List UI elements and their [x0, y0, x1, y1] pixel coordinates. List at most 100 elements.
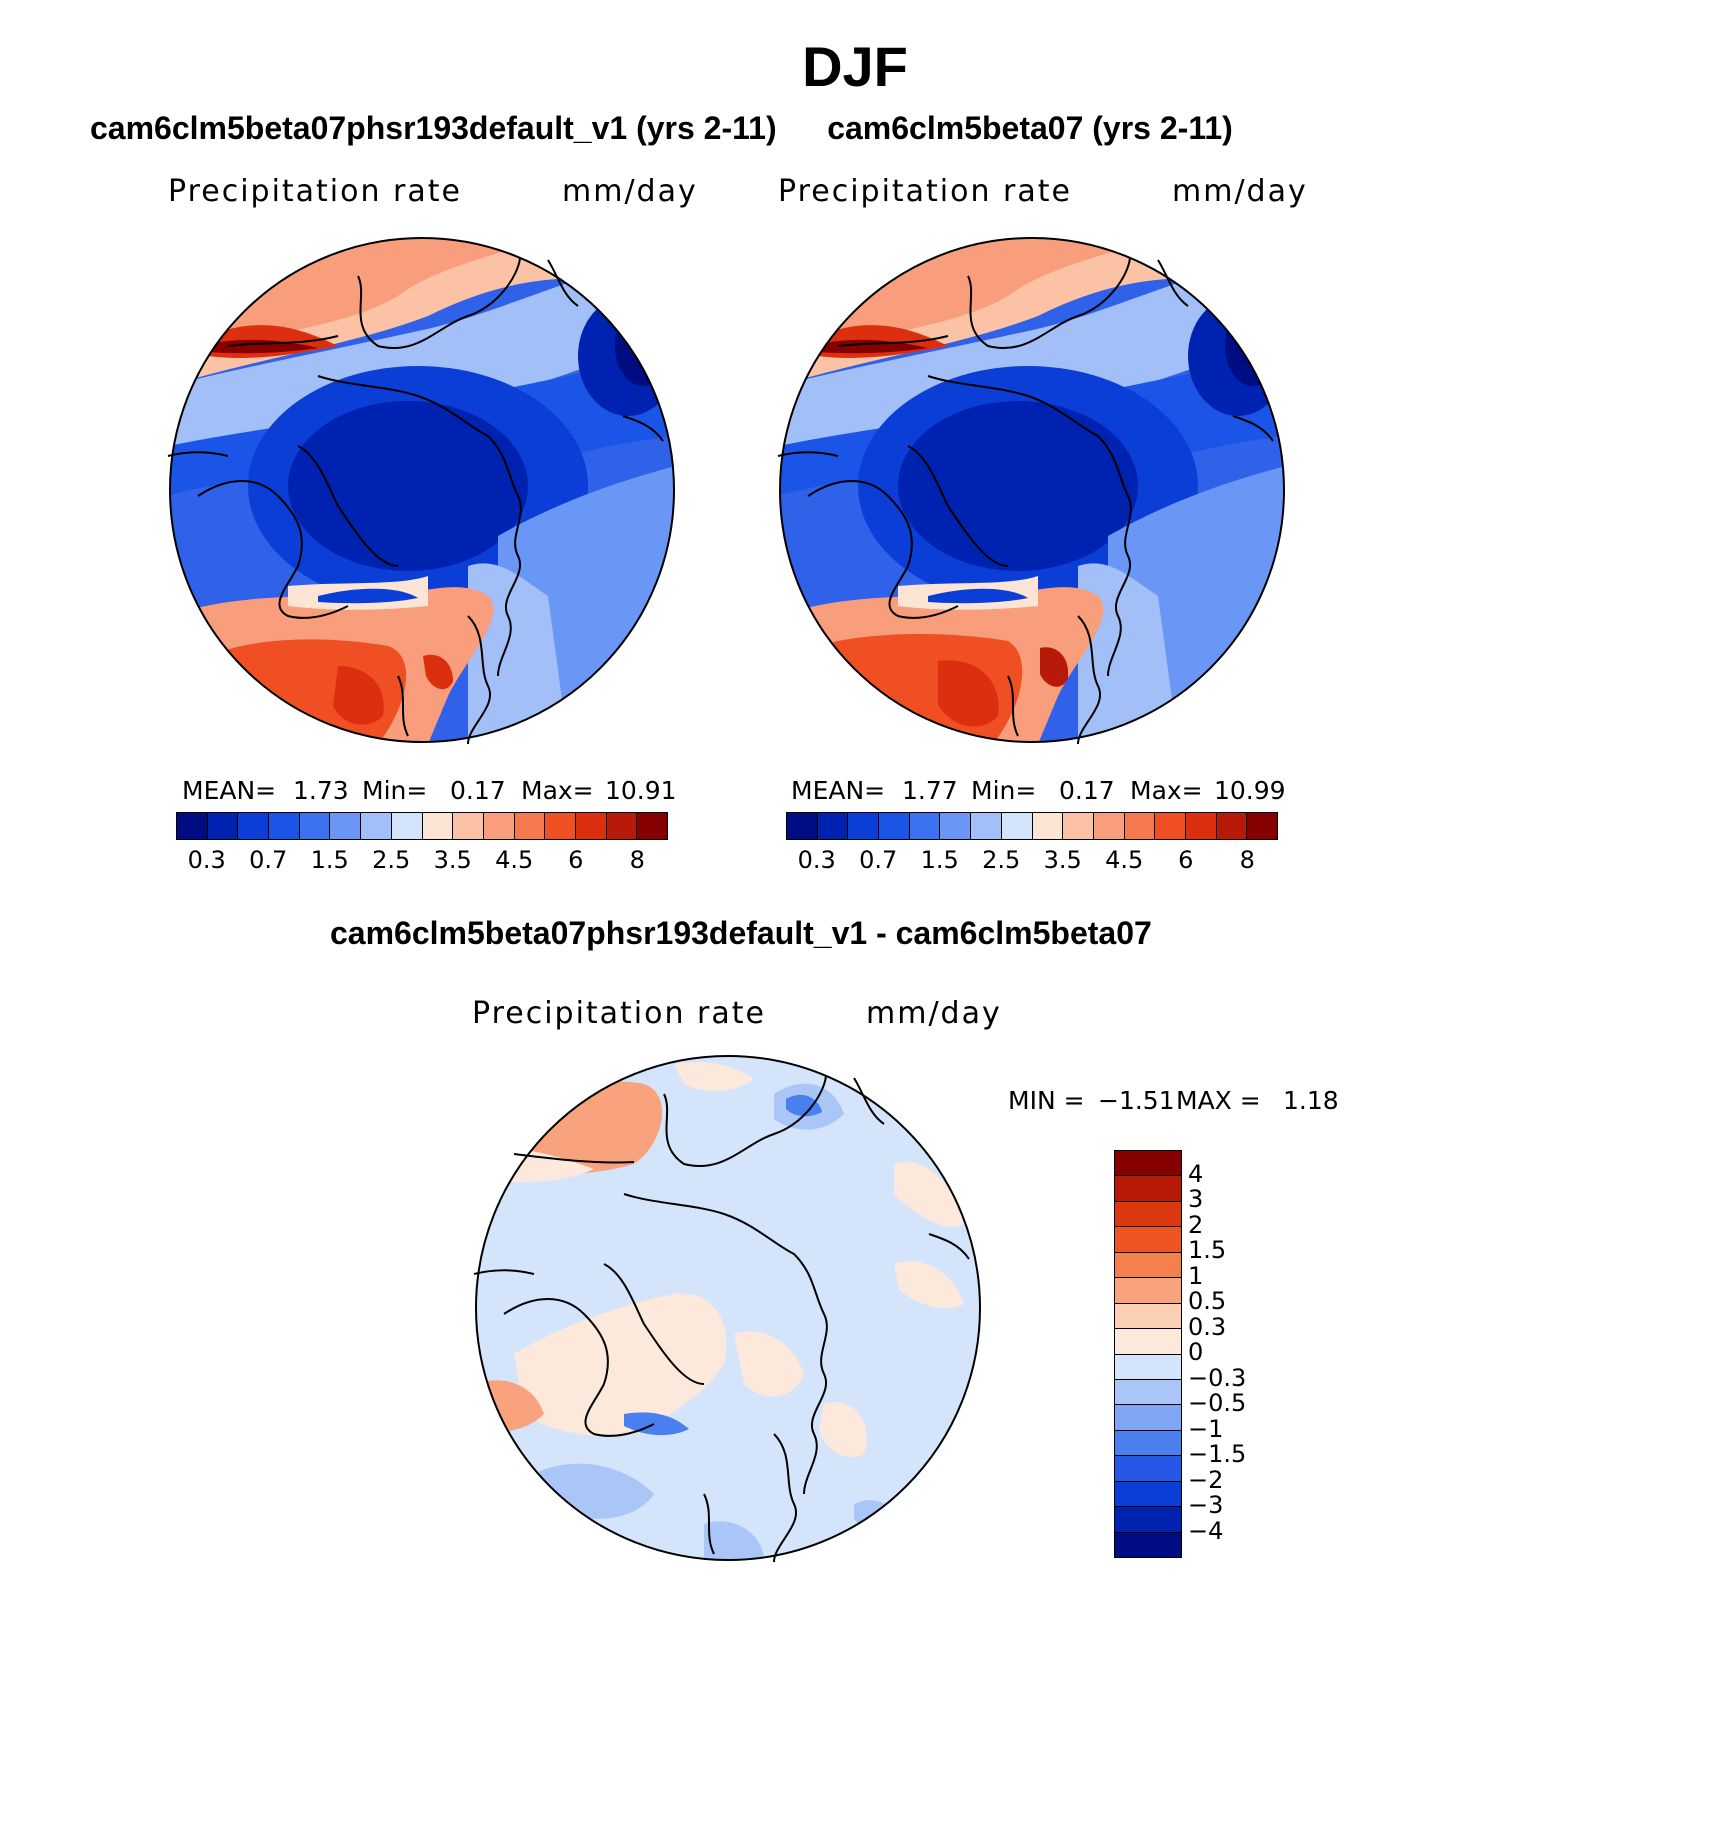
panel-2-units: mm/day	[1172, 174, 1308, 209]
diff-colorbar-swatch	[1115, 1151, 1181, 1177]
panel-1-min-label: Min=	[362, 776, 428, 805]
diff-colorbar-swatch	[1115, 1481, 1181, 1508]
panel-2-colorbar-swatch	[817, 813, 849, 839]
panel-2-colorbar-swatch	[879, 813, 910, 839]
diff-panel-title: cam6clm5beta07phsr193default_v1 - cam6cl…	[330, 915, 1152, 951]
panel-1-colorbar-tick-label: 3.5	[433, 846, 472, 874]
panel-2-colorbar-swatch	[1001, 813, 1033, 839]
diff-colorbar-tick-label: −0.5	[1188, 1389, 1247, 1417]
panel-2-polar-map	[777, 237, 1285, 745]
panel-1-colorbar-swatch	[238, 813, 270, 839]
panel-2-colorbar-swatch	[787, 813, 818, 839]
panel-2-colorbar-tick-label: 2.5	[982, 846, 1021, 874]
diff-colorbar-tick-label: −0.3	[1188, 1363, 1247, 1392]
diff-colorbar-swatch	[1115, 1201, 1181, 1228]
panel-2-colorbar-swatch	[1032, 813, 1064, 839]
panel-1-mean-value: 1.73	[293, 776, 349, 805]
diff-colorbar-swatch	[1115, 1278, 1181, 1304]
panel-1-colorbar-swatch	[637, 813, 667, 839]
panel-1-polar-map	[167, 237, 675, 745]
diff-colorbar	[1114, 1150, 1182, 1558]
diff-colorbar-swatch	[1115, 1430, 1181, 1457]
diff-min-label: MIN =	[1008, 1086, 1085, 1115]
panel-2-colorbar-tick-label: 8	[1239, 846, 1255, 874]
diff-colorbar-tick-label: 0	[1188, 1338, 1204, 1366]
panel-1-max-label: Max=	[521, 776, 594, 805]
panel-2-colorbar-tick-label: 1.5	[920, 846, 959, 874]
diff-colorbar-tick-label: −2	[1188, 1465, 1224, 1494]
diff-colorbar-swatch	[1115, 1379, 1181, 1406]
panel-1-colorbar-swatch	[575, 813, 607, 839]
panel-2-colorbar-swatch	[848, 813, 880, 839]
panel-2-colorbar-swatch	[1124, 813, 1156, 839]
panel-2-colorbar-tick-label: 6	[1178, 846, 1194, 874]
panel-1-colorbar	[176, 812, 668, 840]
panel-1-title: cam6clm5beta07phsr193default_v1 (yrs 2-1…	[90, 110, 777, 146]
diff-panel-units: mm/day	[866, 996, 1002, 1031]
diff-colorbar-tick-label: 3	[1188, 1185, 1204, 1213]
panel-2-colorbar-swatch	[940, 813, 972, 839]
panel-1-colorbar-swatch	[269, 813, 300, 839]
panel-1-colorbar-tick-label: 4.5	[495, 846, 534, 874]
diff-colorbar-swatch	[1115, 1456, 1181, 1482]
panel-1-colorbar-swatch	[483, 813, 515, 839]
panel-1-colorbar-swatch	[606, 813, 638, 839]
diff-colorbar-swatch	[1115, 1532, 1181, 1557]
diff-colorbar-tick-label: 2	[1188, 1210, 1204, 1239]
panel-1-units: mm/day	[562, 174, 698, 209]
diff-max-label: MAX =	[1176, 1086, 1261, 1115]
diff-colorbar-tick-label: −4	[1188, 1516, 1224, 1545]
panel-2-colorbar-swatch	[1247, 813, 1277, 839]
panel-1-colorbar-tick-label: 2.5	[372, 846, 411, 874]
panel-2-colorbar-swatch	[909, 813, 941, 839]
panel-1-colorbar-tick-label: 6	[568, 846, 584, 874]
diff-colorbar-swatch	[1115, 1176, 1181, 1202]
panel-1-colorbar-tick-label: 8	[629, 846, 645, 874]
diff-colorbar-tick-label: 1.5	[1188, 1236, 1227, 1264]
panel-2-colorbar-tick-label: 3.5	[1043, 846, 1082, 874]
panel-2-variable: Precipitation rate	[778, 174, 1072, 209]
panel-1-colorbar-swatch	[330, 813, 362, 839]
diff-colorbar-tick-label: −3	[1188, 1491, 1224, 1519]
diff-colorbar-tick-label: 4	[1188, 1159, 1204, 1188]
panel-1-colorbar-swatch	[391, 813, 423, 839]
panel-2-colorbar-swatch	[1093, 813, 1125, 839]
panel-1-colorbar-swatch	[514, 813, 546, 839]
panel-2-colorbar-swatch	[971, 813, 1002, 839]
panel-2-max-label: Max=	[1130, 776, 1203, 805]
panel-2-colorbar	[786, 812, 1278, 840]
diff-panel-polar-map	[473, 1055, 981, 1563]
panel-2-colorbar-tick-label: 0.7	[859, 846, 898, 874]
panel-1-colorbar-tick-label: 0.3	[187, 846, 226, 874]
diff-colorbar-tick-label: 0.3	[1188, 1312, 1227, 1341]
panel-2-colorbar-swatch	[1063, 813, 1094, 839]
diff-colorbar-swatch	[1115, 1303, 1181, 1330]
diff-min-value: −1.51	[1098, 1086, 1175, 1115]
panel-2-colorbar-tick-label: 4.5	[1105, 846, 1144, 874]
panel-1-colorbar-tick-label: 0.7	[249, 846, 288, 874]
panel-2-mean-value: 1.77	[902, 776, 958, 805]
panel-2-max-value: 10.99	[1214, 776, 1286, 805]
figure-title: DJF	[802, 35, 908, 98]
diff-panel-variable: Precipitation rate	[472, 996, 766, 1031]
diff-colorbar-swatch	[1115, 1507, 1181, 1533]
panel-2-mean-label: MEAN=	[791, 776, 886, 805]
diff-colorbar-tick-label: −1.5	[1188, 1440, 1247, 1468]
diff-colorbar-swatch	[1115, 1405, 1181, 1431]
panel-1-min-value: 0.17	[450, 776, 506, 805]
panel-1-colorbar-swatch	[177, 813, 208, 839]
diff-colorbar-swatch	[1115, 1354, 1181, 1380]
panel-2-colorbar-swatch	[1216, 813, 1248, 839]
panel-2-min-value: 0.17	[1059, 776, 1115, 805]
panel-1-colorbar-swatch	[207, 813, 239, 839]
panel-1-colorbar-swatch	[361, 813, 392, 839]
panel-1-colorbar-swatch	[422, 813, 454, 839]
panel-2-title: cam6clm5beta07 (yrs 2-11)	[827, 110, 1233, 146]
panel-1-colorbar-swatch	[545, 813, 576, 839]
diff-max-value: 1.18	[1283, 1086, 1339, 1115]
panel-1-colorbar-swatch	[453, 813, 484, 839]
diff-colorbar-tick-label: −1	[1188, 1414, 1224, 1443]
panel-2-colorbar-tick-label: 0.3	[797, 846, 836, 874]
panel-1-colorbar-swatch	[299, 813, 331, 839]
panel-1-variable: Precipitation rate	[168, 174, 462, 209]
